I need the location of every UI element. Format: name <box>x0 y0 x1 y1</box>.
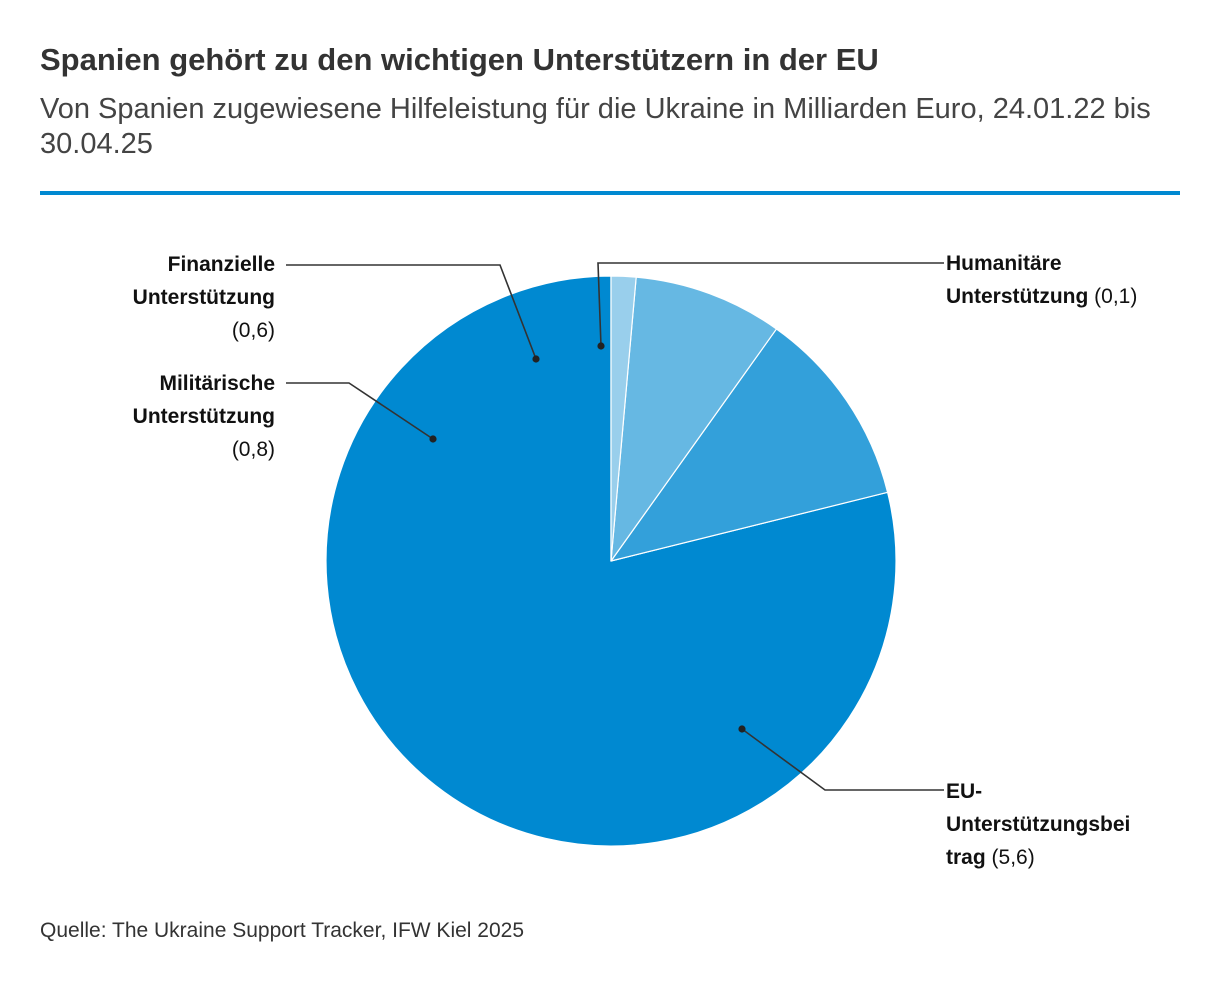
leader-dot-militaerische <box>429 435 437 443</box>
leader-lines <box>286 262 944 791</box>
chart-subtitle: Von Spanien zugewiesene Hilfeleistung fü… <box>40 93 1151 160</box>
label-humanitaere-unterstuetzung: Humanitäre Unterstützung (0,1) <box>946 247 1137 313</box>
leader-dot-eu <box>738 725 746 733</box>
label-militaerische-line2: Unterstützung <box>132 405 275 428</box>
label-eu-value: (5,6) <box>991 846 1035 869</box>
pie-slices <box>325 275 897 847</box>
label-eu-line1: EU- <box>946 780 983 803</box>
label-militaerische-line1: Militärische <box>159 372 275 395</box>
label-humanitaere-line2: Unterstützung <box>946 285 1089 308</box>
label-finanzielle-line1: Finanzielle <box>167 253 275 276</box>
pie-slice-militaerische-unterstuetzung <box>610 328 889 562</box>
leader-line-finanzielle <box>286 264 537 360</box>
leader-line-militaerische <box>286 382 434 440</box>
title-divider <box>40 191 1180 195</box>
label-militaerische-value: (0,8) <box>231 438 275 461</box>
leader-line-eu <box>741 728 944 791</box>
label-eu-unterstuetzungsbeitrag: EU- Unterstützungsbei trag (5,6) <box>946 775 1130 874</box>
label-humanitaere-value: (0,1) <box>1094 285 1138 308</box>
pie-slice-finanzielle-unterstuetzung <box>610 276 778 562</box>
chart-title: Spanien gehört zu den wichtigen Unterstü… <box>40 42 879 77</box>
source-note: Quelle: The Ukraine Support Tracker, IFW… <box>40 919 525 942</box>
label-finanzielle-unterstuetzung: Finanzielle Unterstützung (0,6) <box>133 248 275 347</box>
label-eu-line3: trag <box>946 846 986 869</box>
leader-line-humanitaere <box>597 262 944 347</box>
label-finanzielle-line2: Unterstützung <box>132 286 275 309</box>
label-humanitaere-line1: Humanitäre <box>946 252 1062 275</box>
leader-dot-humanitaere <box>597 342 605 350</box>
label-finanzielle-value: (0,6) <box>231 319 275 342</box>
pie-slice-humanitaere-unterstuetzung <box>610 275 637 562</box>
leader-dot-finanzielle <box>532 355 540 363</box>
label-militaerische-unterstuetzung: Militärische Unterstützung (0,8) <box>133 367 275 466</box>
label-eu-line2: Unterstützungsbei <box>946 813 1131 836</box>
